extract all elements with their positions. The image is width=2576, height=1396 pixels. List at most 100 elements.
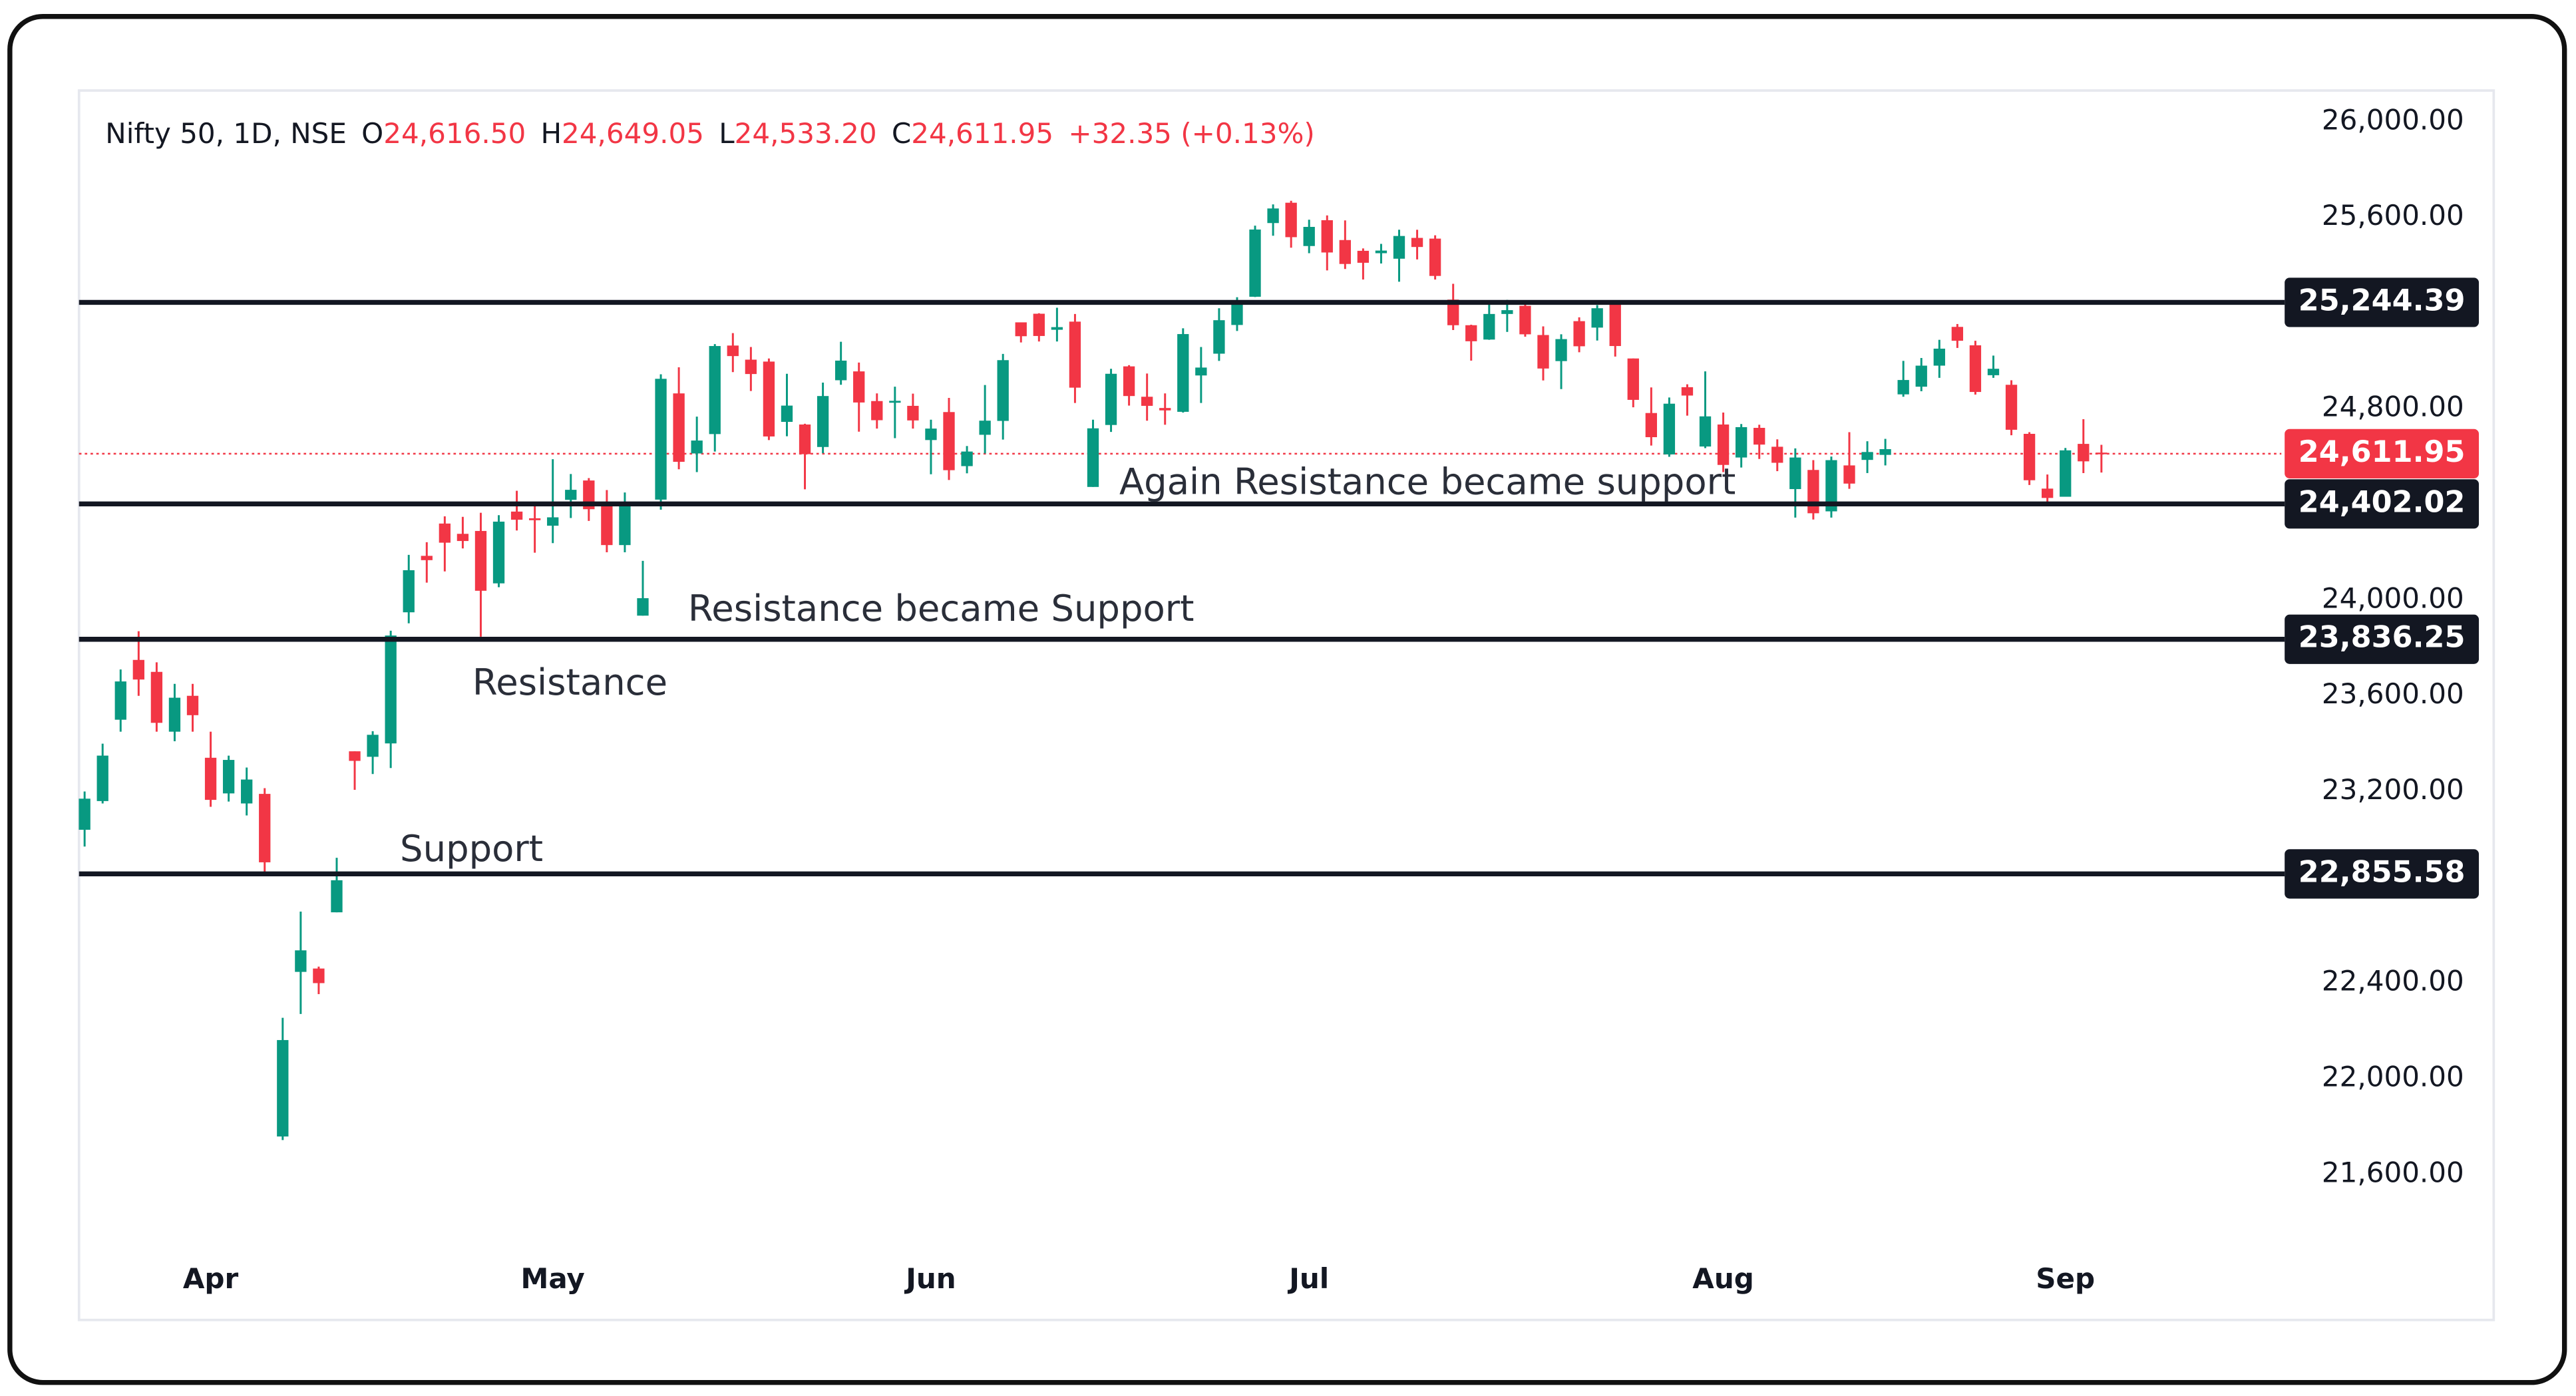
candle-body [1231,302,1243,325]
candle-body [457,534,469,542]
x-tick-label: Sep [2036,1262,2095,1295]
candle-body [1213,320,1225,354]
candle-body [528,518,541,520]
y-tick-label: 24,800.00 [2322,391,2464,423]
candle-body [1825,460,1837,512]
candle-body [1195,367,1207,376]
candle-body [349,751,361,761]
annotation: Support [400,827,543,870]
candle-body [1159,408,1171,411]
candle-body [222,760,235,794]
candle-body [439,523,451,543]
candle-body [492,521,505,584]
candle-body [1789,457,1801,490]
candle-body [2096,452,2108,454]
candle-body [2023,433,2036,480]
candle-body [1897,380,1909,395]
candle-body [1555,339,1567,361]
candle-body [1591,308,1603,328]
candle-body [1843,465,1855,484]
candle-body [1735,427,1748,458]
candle-body [961,451,973,466]
candle-body [1069,321,1081,388]
level-label-box [2285,277,2480,327]
candle-body [565,490,577,500]
candle-body [2005,385,2018,430]
candle-body [997,360,1009,421]
y-tick-label: 21,600.00 [2322,1156,2464,1188]
x-tick-label: Aug [1692,1262,1754,1295]
candle-body [367,735,379,757]
candle-body [1411,238,1423,248]
y-tick-label: 23,200.00 [2322,773,2464,806]
chart-header: Nifty 50, 1D, NSE O24,616.50 H24,649.05 L24… [105,116,1315,149]
candle-body [1267,208,1279,224]
level-label: 25,244.39 [2299,283,2466,317]
candle-body [1105,373,1117,425]
candle-body [619,502,631,546]
x-tick-label: Jun [904,1262,956,1295]
candle-body [510,511,523,520]
header-key: L [719,116,735,149]
candle-body [1915,365,1927,387]
candle-body [1933,348,1945,366]
candle-body [1087,428,1099,487]
candle-body [277,1040,289,1136]
candle-body [1645,413,1658,438]
candle-body [1951,327,1964,341]
candle-body [1321,220,1333,253]
level-label: 23,836.25 [2299,621,2466,655]
candle-body [1537,335,1549,369]
candle-body [331,880,343,913]
candle-body [474,530,487,591]
header-key: O [361,116,383,149]
candle-body [781,405,793,423]
candle-body [709,346,721,435]
candle-body [979,421,991,435]
candle-body [691,440,703,454]
candle-body [1663,403,1676,454]
candle-body [1357,250,1370,263]
header-value: 24,649.05 [562,116,704,149]
candle-body [2060,450,2072,497]
x-tick-label: Apr [183,1262,239,1295]
candle-body [1807,470,1819,514]
candle-body [385,635,397,744]
candle-body [1249,229,1261,297]
last-price-box [2285,429,2480,478]
level-label-box [2285,849,2480,899]
candle-body [313,968,325,983]
candle-body [1123,366,1135,397]
annotation: Resistance [472,661,667,703]
y-tick-label: 23,600.00 [2322,677,2464,710]
candle-body [834,360,847,381]
candle-body [1033,313,1045,336]
candle-body [889,401,901,403]
candle-body [1501,310,1513,314]
candle-body [1393,236,1405,259]
header-value: 24,616.50 [383,116,526,149]
candle-body [907,405,919,421]
annotation: Resistance became Support [688,587,1195,629]
candle-body [1447,299,1459,325]
candle-body [259,794,271,862]
candle-body [1303,226,1315,246]
candle-body [96,755,108,801]
candle-body [1141,397,1153,406]
candle-body [763,361,775,436]
candle-body [1051,327,1063,330]
candle-body [186,695,199,715]
candle-body [1177,334,1189,412]
candle-body [1753,428,1765,445]
header-key: C [892,116,911,149]
header-value: 24,533.20 [735,116,877,149]
last-price-label: 24,611.95 [2299,435,2466,469]
x-tick-label: May [521,1262,585,1295]
candle-body [655,379,667,500]
candle-body [403,570,415,613]
level-label: 24,402.02 [2299,485,2466,519]
candle-body [1699,416,1712,447]
candle-body [241,779,253,804]
candle-body [1879,449,1891,455]
candle-body [853,371,865,403]
